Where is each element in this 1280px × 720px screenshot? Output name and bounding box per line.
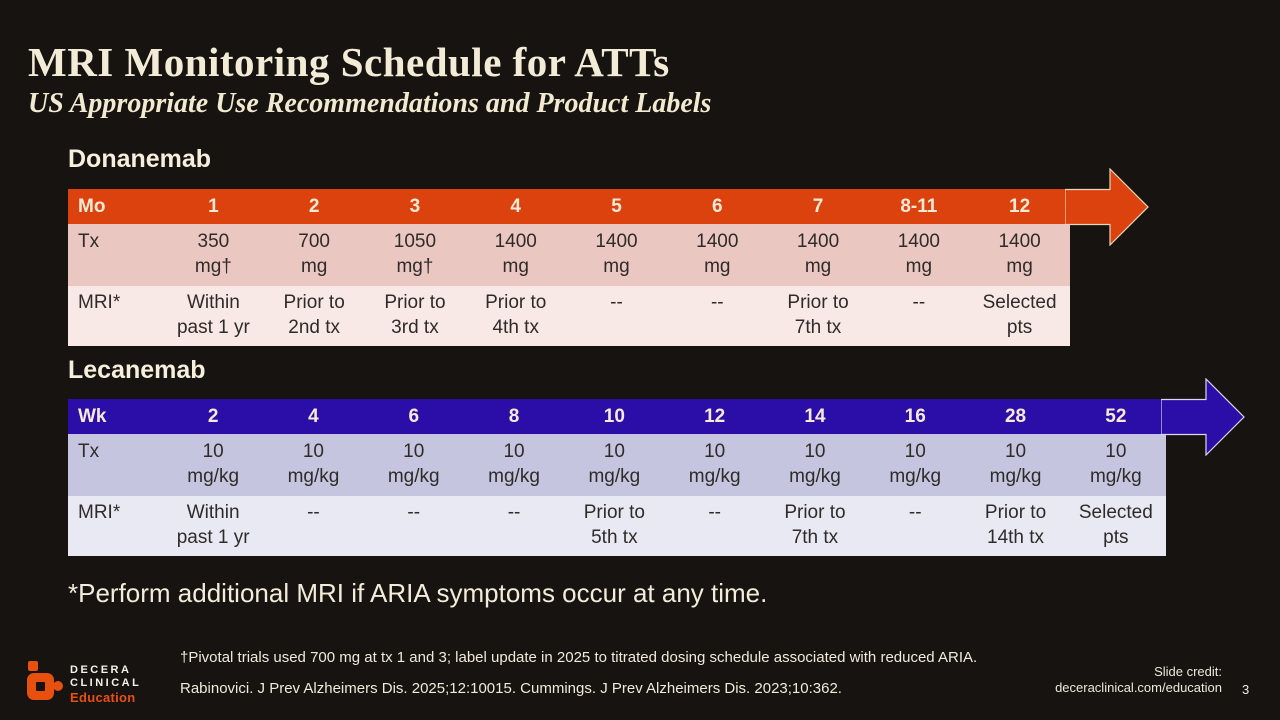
- aria-footnote: *Perform additional MRI if ARIA symptoms…: [68, 578, 768, 608]
- credit-url: deceraclinical.com/education: [1055, 680, 1222, 695]
- donanemab-grid: Mo 1 2 3 4 5 6 7 8-11 12 Tx 350 mg† 700 mg 1050 mg† 14…: [68, 189, 1070, 346]
- column-header-unit: Mo: [68, 189, 163, 224]
- column-header: 2: [163, 399, 264, 434]
- table-cell: --: [463, 496, 565, 556]
- table-cell: Prior to 2nd tx: [263, 286, 365, 346]
- table-cell: Prior to 7th tx: [767, 286, 869, 346]
- table-cell: Selected pts: [969, 286, 1070, 346]
- table-cell: 10 mg/kg: [865, 434, 966, 496]
- lecanemab-grid: Wk 2 4 6 8 10 12 14 16 28 52 Tx 10 mg/kg 10 mg/kg 10 m…: [68, 399, 1166, 556]
- timeline-arrow-icon: [1065, 167, 1149, 246]
- column-header: 12: [664, 399, 765, 434]
- table-cell: 10 mg/kg: [664, 434, 765, 496]
- column-header: 16: [865, 399, 966, 434]
- column-header: 4: [263, 399, 364, 434]
- table-cell: 10 mg/kg: [463, 434, 565, 496]
- column-header: 52: [1065, 399, 1166, 434]
- table-cell: 1050 mg†: [364, 224, 466, 286]
- column-header: 4: [465, 189, 567, 224]
- table-cell: Within past 1 yr: [163, 496, 264, 556]
- table-cell: 10 mg/kg: [965, 434, 1066, 496]
- logo-dot: [28, 661, 38, 671]
- table-cell: Within past 1 yr: [163, 286, 264, 346]
- timeline-arrow-icon: [1161, 377, 1245, 456]
- table-cell: 1400 mg: [767, 224, 869, 286]
- table-cell: --: [664, 496, 765, 556]
- table-cell: 10 mg/kg: [263, 434, 364, 496]
- row-label: MRI*: [68, 496, 163, 556]
- table-cell: 1400 mg: [566, 224, 667, 286]
- table-cell: Prior to 3rd tx: [364, 286, 466, 346]
- column-header: 7: [767, 189, 869, 224]
- column-header: 5: [566, 189, 667, 224]
- column-header: 3: [364, 189, 466, 224]
- column-header: 8-11: [868, 189, 970, 224]
- logo-line-1: DECERA: [70, 664, 132, 676]
- slide-credit: Slide credit: deceraclinical.com/educati…: [1055, 664, 1222, 696]
- logo-line-2: CLINICAL: [70, 677, 142, 689]
- decera-logo-icon: [27, 661, 63, 701]
- table-cell: Prior to 5th tx: [564, 496, 665, 556]
- donanemab-table: Mo 1 2 3 4 5 6 7 8-11 12 Tx 350 mg† 700 mg 1050 mg† 14…: [68, 167, 1149, 346]
- section-heading-donanemab: Donanemab: [68, 145, 212, 173]
- row-label: MRI*: [68, 286, 163, 346]
- table-cell: 10 mg/kg: [1065, 434, 1166, 496]
- table-cell: --: [263, 496, 364, 556]
- credit-label: Slide credit:: [1154, 664, 1222, 679]
- column-header: 10: [564, 399, 665, 434]
- dagger-footnote: †Pivotal trials used 700 mg at tx 1 and …: [180, 649, 978, 666]
- decera-logo-text: DECERA CLINICAL Education: [70, 664, 141, 705]
- table-cell: Prior to 4th tx: [465, 286, 567, 346]
- references: Rabinovici. J Prev Alzheimers Dis. 2025;…: [180, 680, 842, 697]
- table-cell: 1400 mg: [969, 224, 1070, 286]
- slide-title: MRI Monitoring Schedule for ATTs: [28, 39, 670, 85]
- section-heading-lecanemab: Lecanemab: [68, 356, 206, 384]
- table-cell: Prior to 14th tx: [965, 496, 1066, 556]
- table-cell: 10 mg/kg: [363, 434, 464, 496]
- column-header: 8: [463, 399, 565, 434]
- logo-dot: [53, 681, 63, 691]
- table-cell: --: [566, 286, 667, 346]
- column-header: 12: [969, 189, 1070, 224]
- table-cell: 10 mg/kg: [764, 434, 866, 496]
- table-cell: Prior to 7th tx: [764, 496, 866, 556]
- table-cell: 350 mg†: [163, 224, 264, 286]
- lecanemab-table: Wk 2 4 6 8 10 12 14 16 28 52 Tx 10 mg/kg 10 mg/kg 10 m…: [68, 377, 1245, 556]
- table-cell: Selected pts: [1065, 496, 1166, 556]
- column-header: 6: [363, 399, 464, 434]
- table-cell: 10 mg/kg: [163, 434, 264, 496]
- column-header: 6: [666, 189, 768, 224]
- table-cell: 1400 mg: [868, 224, 970, 286]
- page-number: 3: [1242, 682, 1250, 697]
- table-cell: 1400 mg: [465, 224, 567, 286]
- logo-line-3: Education: [70, 690, 136, 705]
- row-label: Tx: [68, 224, 163, 286]
- logo-ring: [27, 673, 54, 700]
- slide-subtitle: US Appropriate Use Recommendations and P…: [28, 88, 712, 119]
- table-cell: --: [868, 286, 970, 346]
- table-cell: --: [865, 496, 966, 556]
- table-cell: --: [363, 496, 464, 556]
- column-header-unit: Wk: [68, 399, 163, 434]
- column-header: 1: [163, 189, 264, 224]
- table-cell: 10 mg/kg: [564, 434, 665, 496]
- table-cell: 1400 mg: [666, 224, 768, 286]
- column-header: 14: [764, 399, 866, 434]
- row-label: Tx: [68, 434, 163, 496]
- column-header: 2: [263, 189, 365, 224]
- table-cell: --: [666, 286, 768, 346]
- column-header: 28: [965, 399, 1066, 434]
- table-cell: 700 mg: [263, 224, 365, 286]
